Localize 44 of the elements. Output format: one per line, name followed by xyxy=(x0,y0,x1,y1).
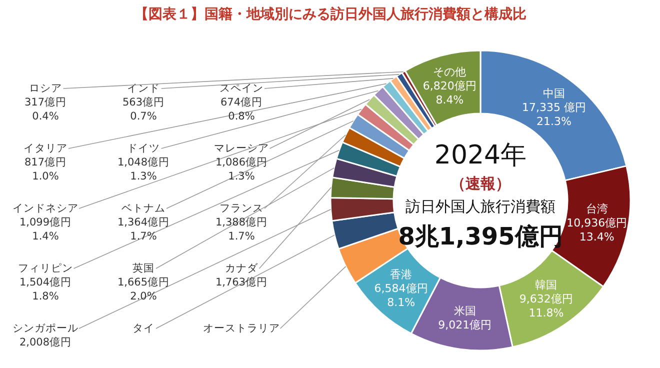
slice-label: 韓国 xyxy=(535,278,558,292)
slice-label: 米国 xyxy=(454,304,476,318)
text: （速報） xyxy=(450,174,510,192)
chart-title: 【図表１】国籍・地域別にみる訪日外国人旅行消費額と構成比 xyxy=(134,6,526,22)
slice-label: 香港 xyxy=(390,268,412,281)
slice-label: 中国 xyxy=(543,87,565,100)
slice-label: イタリア xyxy=(24,142,68,154)
slice-label: ベトナム xyxy=(122,202,166,214)
slice-label: その他 xyxy=(433,66,466,79)
data-label: 6,820億円 8.4% xyxy=(422,80,476,107)
slice-label: フランス xyxy=(220,202,264,214)
data-label: 817億円 1.0% xyxy=(24,156,67,182)
slice-label: 台湾 xyxy=(586,202,608,216)
slice-label: カナダ xyxy=(225,262,259,274)
data-label: 2,008億円 xyxy=(19,336,72,348)
slice-label: インドネシア xyxy=(12,202,78,214)
data-label: 1,364億円 1.7% xyxy=(117,216,170,242)
data-label: 1,763億円 xyxy=(215,276,268,288)
data-label: 1,099億円 1.4% xyxy=(19,216,72,242)
data-label: 1,388億円 1.7% xyxy=(215,216,268,242)
slice-label: シンガポール xyxy=(12,322,78,334)
text: 訪日外国人旅行消費額 xyxy=(406,198,556,216)
data-label: 1,665億円 2.0% xyxy=(117,276,170,302)
text: 8兆1,395億円 xyxy=(398,222,563,250)
data-label: 1,048億円 1.3% xyxy=(117,156,170,182)
data-label: 563億円 0.7% xyxy=(122,96,165,122)
slice-label: タイ xyxy=(132,322,154,334)
data-label: 9,021億円 xyxy=(438,318,492,332)
slice-label: マレーシア xyxy=(214,142,269,154)
slice-label: オーストラリア xyxy=(203,322,280,334)
slice-label: フィリピン xyxy=(18,262,73,274)
slice-label: 英国 xyxy=(132,262,154,274)
slice-label: ドイツ xyxy=(127,142,160,154)
data-label: 1,504億円 1.8% xyxy=(19,276,72,302)
data-label: 9,632億円 11.8% xyxy=(519,292,573,320)
data-label: 317億円 0.4% xyxy=(24,96,67,122)
slice-label: ロシア xyxy=(29,82,62,94)
text: 2024年 xyxy=(434,140,527,170)
data-label: 17,335 億円 21.3% xyxy=(522,101,586,128)
slice-label: スペイン xyxy=(220,82,264,94)
data-label: 6,584億円 8.1% xyxy=(374,282,428,309)
data-label: 674億円 0.8% xyxy=(220,96,263,122)
data-label: 10,936億円 13.4% xyxy=(566,216,628,244)
data-label: 1,086億円 1.3% xyxy=(215,156,268,182)
